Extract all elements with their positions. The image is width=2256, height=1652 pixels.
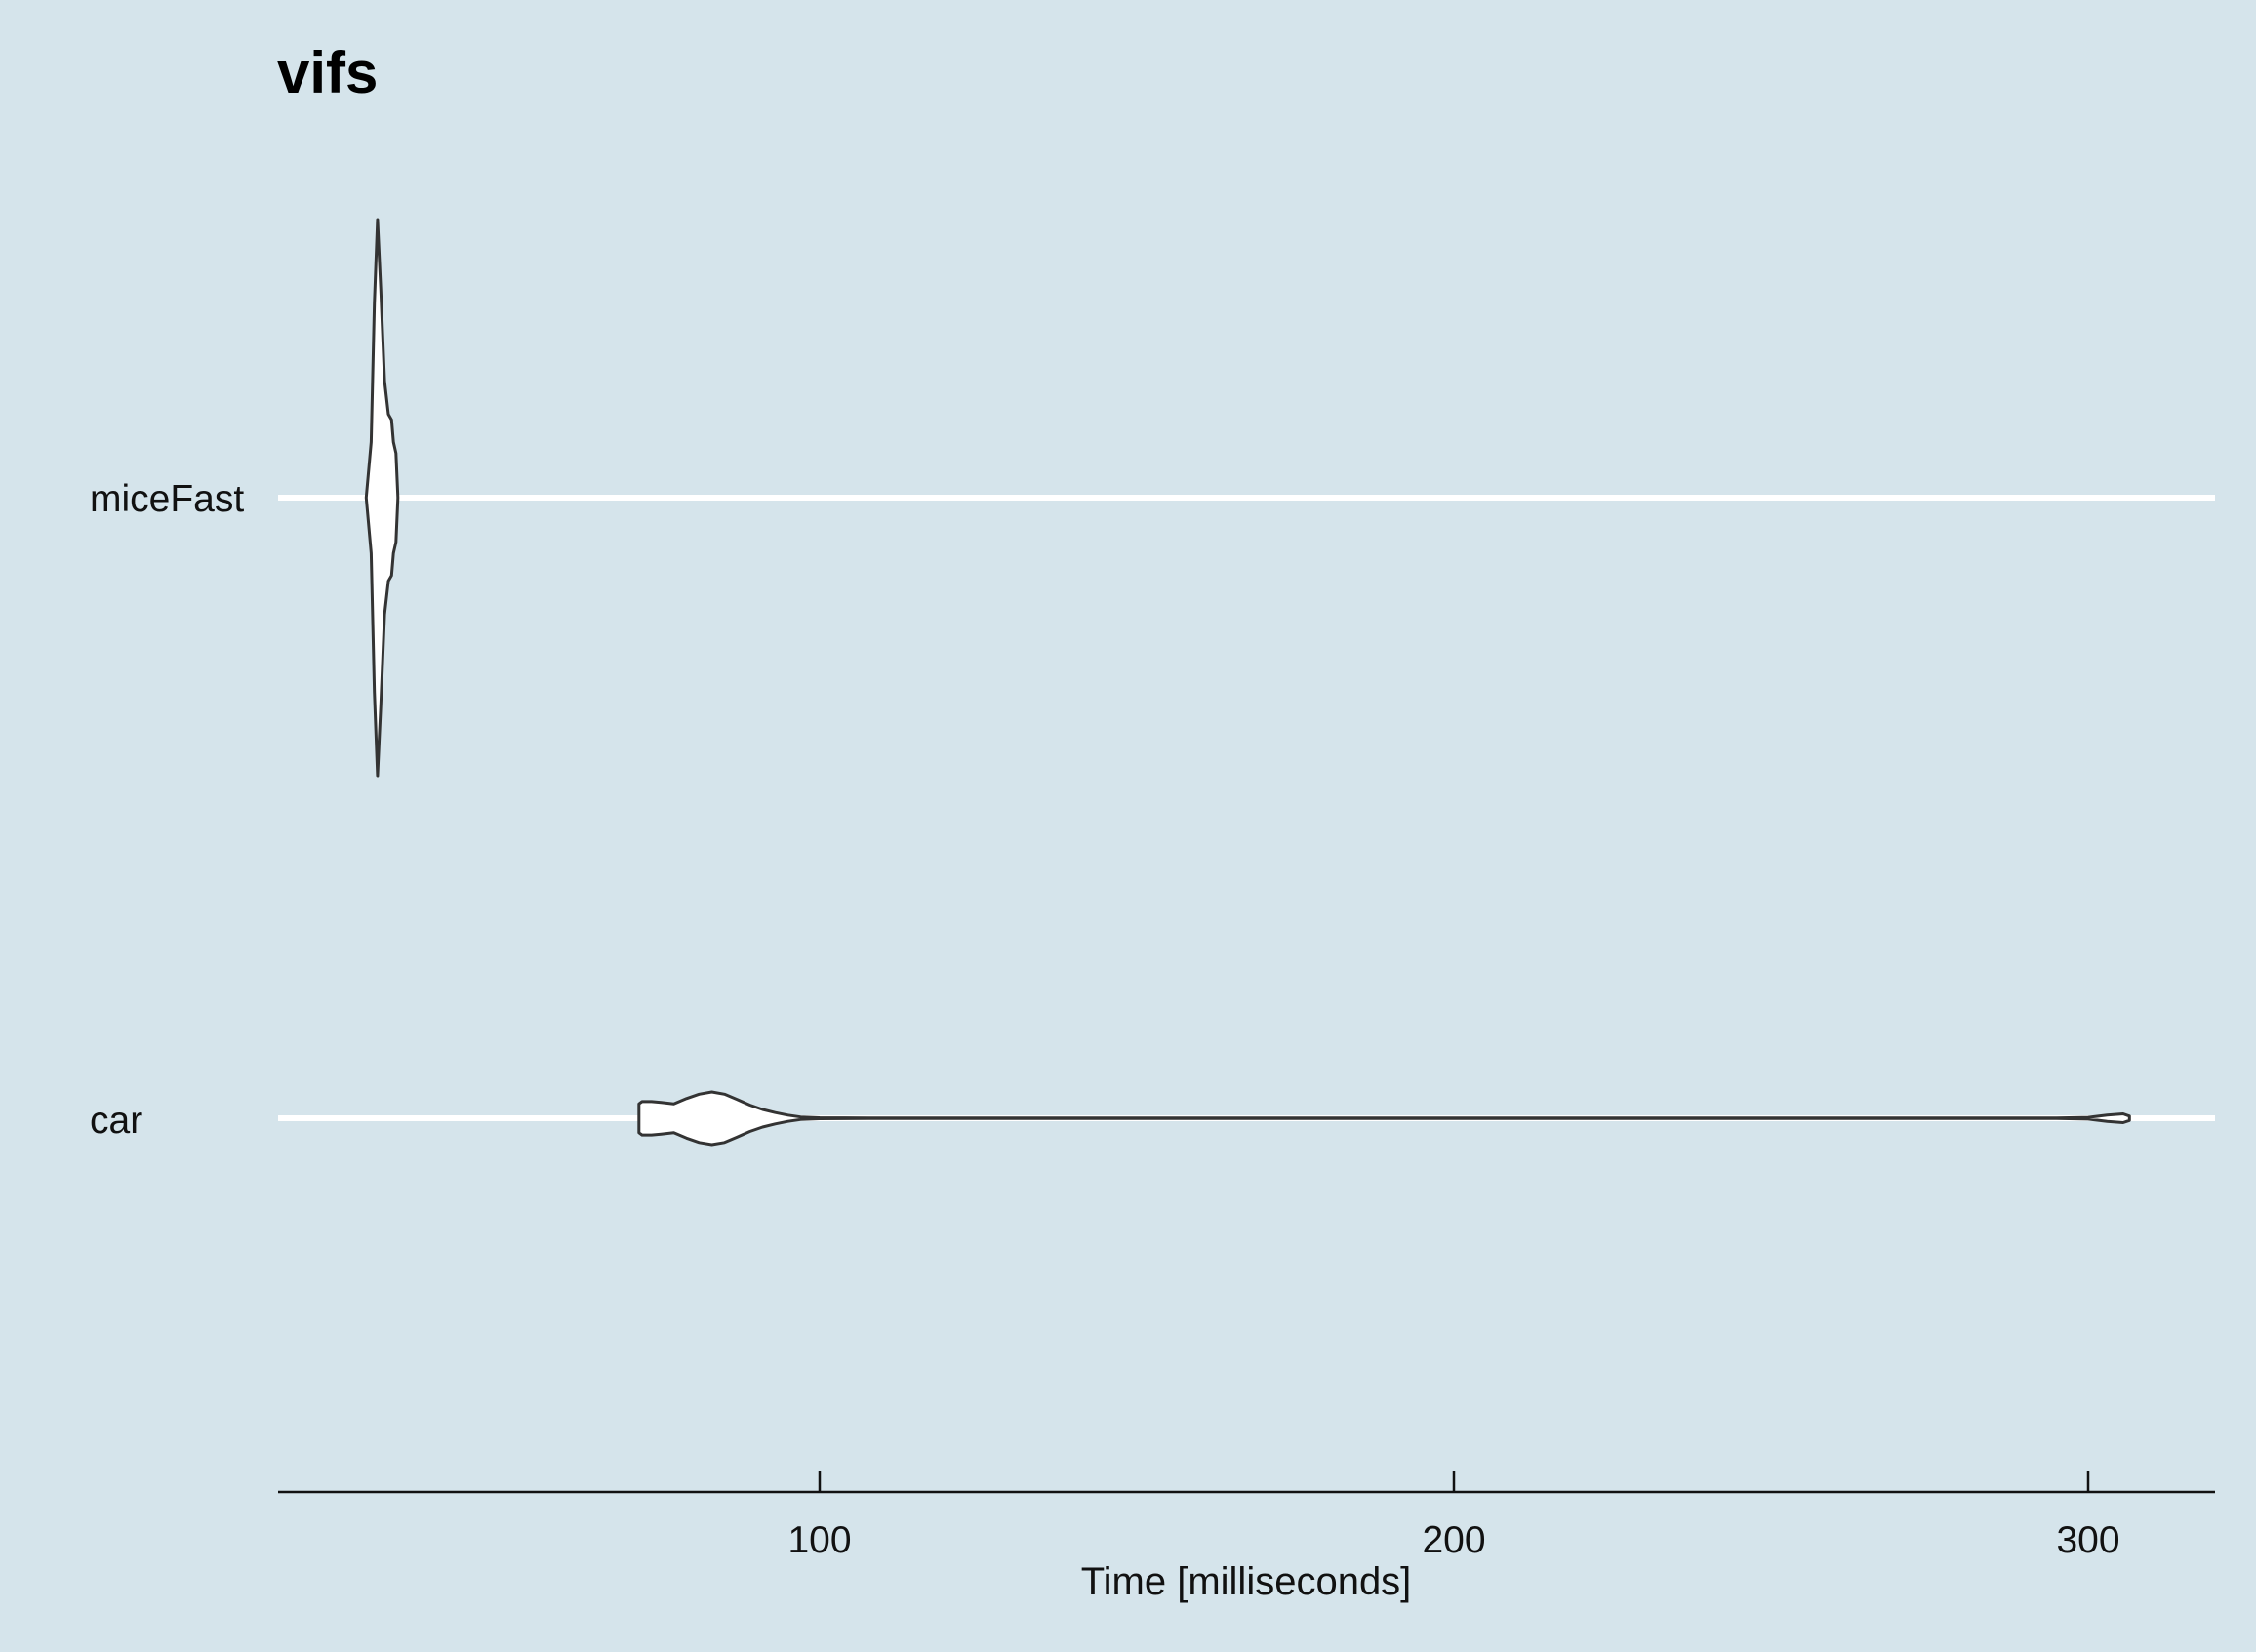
x-axis-title: Time [milliseconds] — [1081, 1560, 1412, 1603]
chart-title: vifs — [277, 40, 378, 105]
x-tick-label-200: 200 — [1422, 1519, 1485, 1561]
x-tick-label-100: 100 — [787, 1519, 851, 1561]
x-axis-tick-labels: 100 200 300 — [787, 1519, 2119, 1561]
x-axis-ticks — [818, 1471, 2090, 1492]
y-tick-label-micefast: miceFast — [90, 478, 244, 520]
violin-micefast — [364, 218, 400, 778]
y-tick-label-car: car — [90, 1100, 142, 1142]
x-tick-label-300: 300 — [2056, 1519, 2119, 1561]
y-axis-labels: miceFast car — [90, 478, 244, 1142]
violins — [364, 218, 2131, 1147]
violin-car — [637, 1090, 2131, 1147]
